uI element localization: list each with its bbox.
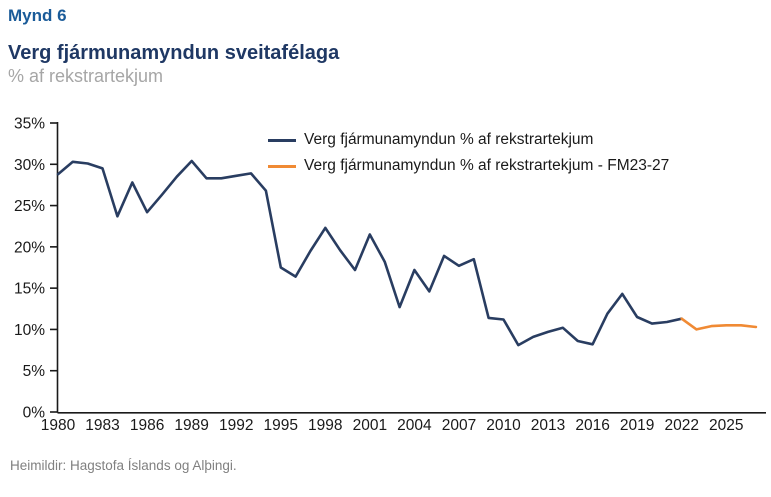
y-tick-label: 20% <box>14 239 45 256</box>
x-tick-label: 1983 <box>85 417 119 434</box>
y-tick-label: 5% <box>23 363 46 380</box>
y-tick-label: 30% <box>14 157 45 174</box>
source-note: Heimildir: Hagstofa Íslands og Alþingi. <box>10 458 237 473</box>
x-tick-label: 2007 <box>442 417 476 434</box>
x-tick-label: 1986 <box>130 417 164 434</box>
chart-title: Verg fjármunamyndun sveitafélaga <box>8 42 340 64</box>
y-tick-label: 15% <box>14 281 45 298</box>
x-tick-label: 2022 <box>664 417 698 434</box>
x-tick-label: 2010 <box>486 417 521 434</box>
legend-label-forecast: Verg fjármunamyndun % af rekstrartekjum … <box>304 157 670 174</box>
x-tick-label: 2025 <box>709 417 743 434</box>
x-tick-label: 1992 <box>219 417 253 434</box>
x-tick-label: 1989 <box>174 417 208 434</box>
legend-line-sample-forecast <box>268 164 296 168</box>
x-tick-label: 2019 <box>620 417 654 434</box>
y-tick-label: 25% <box>14 198 45 215</box>
series-actual-line <box>56 159 684 347</box>
legend-item-actual: Verg fjármunamyndun % af rekstrartekjum <box>268 127 669 153</box>
y-tick-label: 10% <box>14 322 45 339</box>
series-forecast-line <box>680 317 758 331</box>
legend-line-sample-actual <box>268 138 296 142</box>
x-tick-label: 1998 <box>308 417 342 434</box>
x-tick-label: 1995 <box>264 417 298 434</box>
chart-subtitle: % af rekstrartekjum <box>8 66 164 86</box>
x-tick-label: 2013 <box>531 417 565 434</box>
legend-label-actual: Verg fjármunamyndun % af rekstrartekjum <box>304 131 594 148</box>
x-tick-label: 2001 <box>353 417 387 434</box>
x-tick-label: 2016 <box>575 417 609 434</box>
legend-item-forecast: Verg fjármunamyndun % af rekstrartekjum … <box>268 153 669 179</box>
y-tick-label: 35% <box>14 116 45 133</box>
x-tick-label: 2004 <box>397 417 432 434</box>
figure-number: Mynd 6 <box>8 6 67 25</box>
y-tick-label: 0% <box>23 405 46 422</box>
chart-legend: Verg fjármunamyndun % af rekstrartekjum … <box>268 127 669 179</box>
x-tick-label: 1980 <box>41 417 76 434</box>
